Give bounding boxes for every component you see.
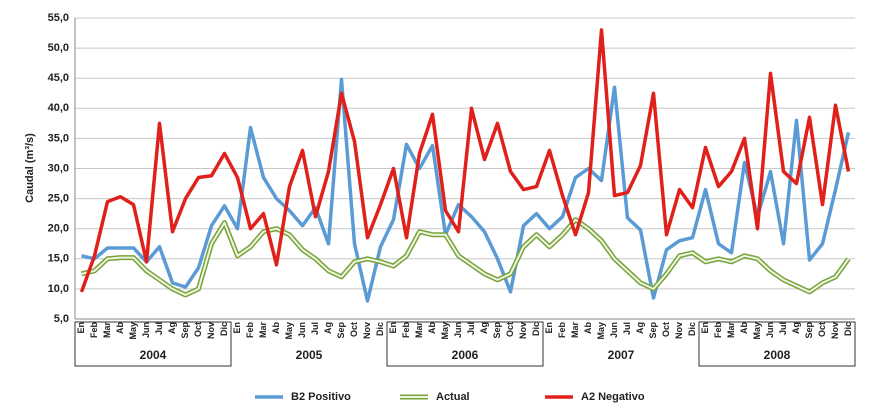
year-label: 2005 (296, 348, 323, 362)
y-tick-label: 45,0 (48, 72, 69, 84)
series-line (81, 77, 851, 303)
x-tick-label: May (752, 322, 762, 340)
x-tick-label: Jul (466, 322, 476, 335)
x-tick-label: Feb (557, 322, 567, 339)
x-tick-label: Ag (791, 322, 801, 334)
x-tick-label: May (284, 322, 294, 340)
x-tick-label: Ag (323, 322, 333, 334)
y-tick-label: 15,0 (48, 253, 69, 265)
x-tick-label: Ag (167, 322, 177, 334)
x-tick-label: Ab (739, 322, 749, 334)
year-label: 2008 (764, 348, 791, 362)
x-tick-label: Feb (89, 322, 99, 339)
x-tick-label: Jun (453, 322, 463, 338)
x-tick-label: Ab (115, 322, 125, 334)
x-tick-label: Jul (622, 322, 632, 335)
year-label: 2004 (140, 348, 167, 362)
x-tick-label: Sep (648, 322, 658, 339)
series-line (79, 28, 851, 293)
year-label: 2006 (452, 348, 479, 362)
legend-label: Actual (436, 391, 470, 403)
x-tick-label: Nov (206, 322, 216, 339)
year-box (386, 321, 544, 367)
y-tick-label: 25,0 (48, 193, 69, 205)
x-tick-label: Jun (297, 322, 307, 338)
x-tick-label: Dic (531, 322, 541, 336)
x-tick-label: Dic (687, 322, 697, 336)
y-tick-label: 5,0 (54, 313, 69, 325)
year-label: 2007 (608, 348, 635, 362)
x-tick-label: Mar (726, 322, 736, 339)
x-tick-label: Dic (843, 322, 853, 336)
x-tick-label: Sep (492, 322, 502, 339)
x-tick-label: Feb (713, 322, 723, 339)
x-tick-label: En (76, 322, 86, 334)
x-tick-label: Jul (310, 322, 320, 335)
y-tick-label: 55,0 (48, 12, 69, 24)
x-tick-label: May (128, 322, 138, 340)
x-tick-label: Nov (674, 322, 684, 339)
line-highlight (81, 218, 850, 296)
x-tick-label: Sep (804, 322, 814, 339)
year-box (698, 321, 856, 367)
x-tick-label: Jul (778, 322, 788, 335)
legend-label: A2 Negativo (581, 391, 645, 403)
y-axis-label: Caudal (m³/s) (24, 133, 36, 203)
x-tick-label: May (596, 322, 606, 340)
x-tick-label: En (388, 322, 398, 334)
x-tick-label: Jun (609, 322, 619, 338)
x-tick-label: Mar (102, 322, 112, 339)
x-tick-label: Sep (336, 322, 346, 339)
x-tick-label: Mar (258, 322, 268, 339)
y-tick-label: 40,0 (48, 102, 69, 114)
x-tick-label: Feb (245, 322, 255, 339)
x-tick-label: Nov (830, 322, 840, 339)
x-tick-label: Ab (271, 322, 281, 334)
x-tick-label: Ab (583, 322, 593, 334)
x-tick-label: Dic (375, 322, 385, 336)
x-tick-label: May (440, 322, 450, 340)
x-tick-label: Oct (193, 322, 203, 337)
x-tick-label: Jun (765, 322, 775, 338)
x-tick-label: Oct (817, 322, 827, 337)
x-tick-label: Oct (661, 322, 671, 337)
x-tick-label: Dic (219, 322, 229, 336)
year-box (74, 321, 232, 367)
x-tick-label: Ag (479, 322, 489, 334)
y-tick-label: 35,0 (48, 132, 69, 144)
x-tick-label: Oct (349, 322, 359, 337)
x-tick-label: Jul (154, 322, 164, 335)
x-tick-label: Mar (414, 322, 424, 339)
x-tick-label: Nov (518, 322, 528, 339)
x-tick-label: Mar (570, 322, 580, 339)
y-tick-label: 30,0 (48, 162, 69, 174)
y-tick-label: 20,0 (48, 223, 69, 235)
y-tick-label: 50,0 (48, 42, 69, 54)
x-tick-label: Oct (505, 322, 515, 337)
x-tick-label: Nov (362, 322, 372, 339)
x-tick-label: En (700, 322, 710, 334)
legend-label: B2 Positivo (291, 391, 351, 403)
y-tick-label: 10,0 (48, 283, 69, 295)
x-tick-label: En (544, 322, 554, 334)
x-tick-label: Ab (427, 322, 437, 334)
x-tick-label: Ag (635, 322, 645, 334)
x-tick-label: Sep (180, 322, 190, 339)
x-tick-label: En (232, 322, 242, 334)
x-tick-label: Jun (141, 322, 151, 338)
x-tick-label: Feb (401, 322, 411, 339)
